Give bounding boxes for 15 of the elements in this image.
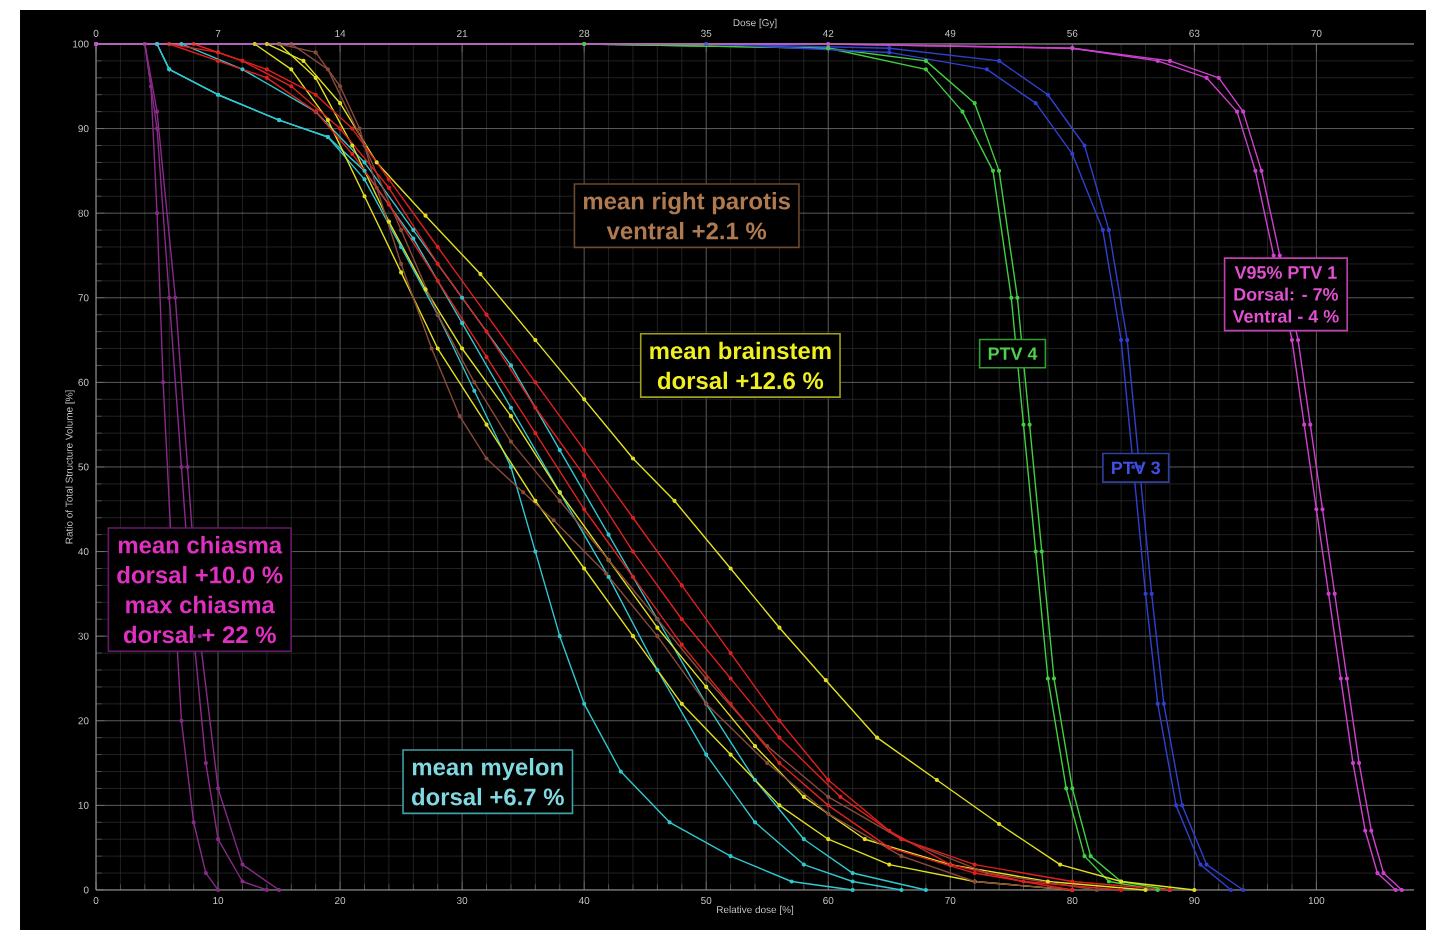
annotation: Dorsal: - 7% <box>1234 287 1339 301</box>
annotation: dorsal +10.0 % <box>117 565 283 584</box>
annotation: mean brainstem <box>650 341 831 360</box>
annotation: dorsal +6.7 % <box>411 787 564 806</box>
annotation: mean chiasma <box>118 536 283 554</box>
annotation: dorsal +12.6 % <box>657 371 824 390</box>
annotation: PTV 3 <box>1112 461 1161 475</box>
annotation: PTV 4 <box>988 347 1038 360</box>
annotation: Ventral - 4 % <box>1232 309 1339 323</box>
annotation: max chiasma <box>126 595 275 614</box>
annotation: dorsal + 22 % <box>123 625 276 644</box>
annotation: V95% PTV 1 <box>1234 266 1337 279</box>
annotation: ventral +2.1 % <box>606 221 767 240</box>
annotation: mean myelon <box>412 757 563 781</box>
annotation: mean right parotis <box>583 192 790 215</box>
